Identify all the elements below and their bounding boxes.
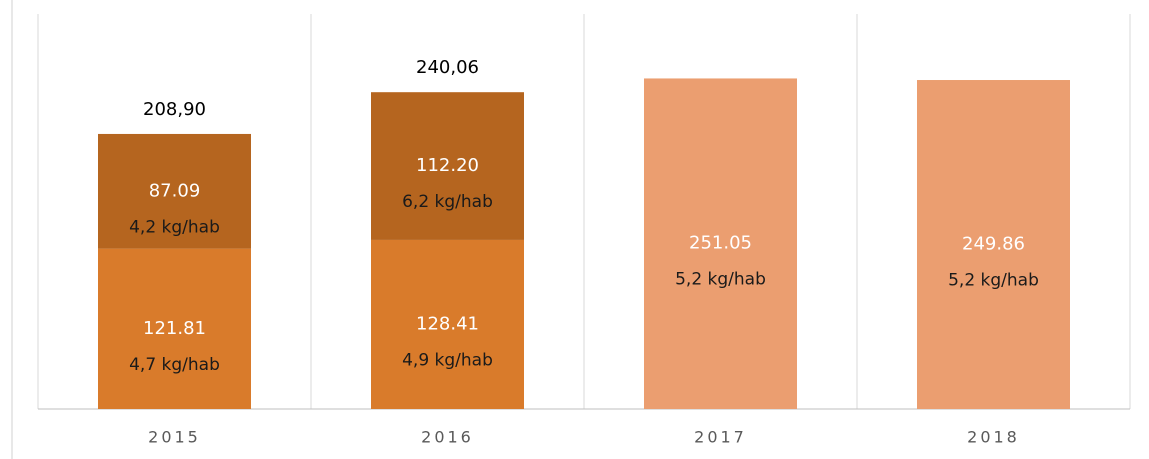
total-label: 208,90 [143,99,206,120]
segment-note: 5,2 kg/hab [948,271,1039,291]
x-tick-label: 2016 [421,428,474,447]
bar-segment [371,92,524,240]
total-label: 240,06 [416,57,479,78]
bar-segment [917,80,1070,409]
bar-segment [644,78,797,409]
value-label: 87.09 [149,180,201,201]
bar-segment [98,133,251,249]
segment-note: 4,7 kg/hab [129,355,220,375]
segment-note: 4,2 kg/hab [129,217,220,237]
segment-note: 6,2 kg/hab [402,192,493,212]
value-label: 128.41 [416,313,479,334]
bar-segment [371,239,524,409]
value-label: 121.81 [143,318,206,339]
bar-segment [98,248,251,409]
value-label: 251.05 [689,233,752,254]
x-tick-label: 2018 [967,428,1020,447]
segment-note: 4,9 kg/hab [402,350,493,370]
x-tick-label: 2015 [148,428,201,447]
value-label: 249.86 [962,234,1025,255]
segment-note: 5,2 kg/hab [675,270,766,290]
value-label: 112.20 [416,155,479,176]
x-tick-label: 2017 [694,428,747,447]
